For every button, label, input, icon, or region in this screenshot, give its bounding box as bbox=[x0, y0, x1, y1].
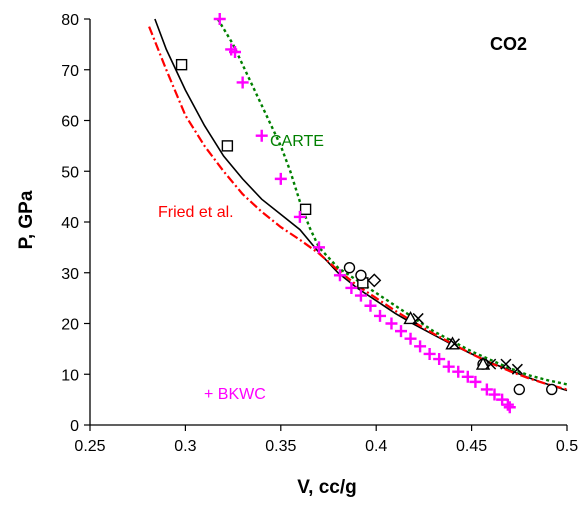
circle-marker bbox=[546, 383, 558, 396]
plus-marker bbox=[213, 13, 226, 25]
x-marker bbox=[511, 363, 523, 375]
plus-marker bbox=[354, 289, 367, 302]
plus-marker bbox=[229, 45, 242, 58]
plus-marker bbox=[255, 129, 268, 142]
plus-marker bbox=[488, 388, 501, 401]
plus-marker bbox=[395, 325, 408, 338]
circle-marker bbox=[513, 383, 525, 396]
plus-marker bbox=[423, 347, 436, 360]
y-tick-label: 80 bbox=[61, 12, 79, 29]
square-marker bbox=[299, 203, 312, 216]
y-tick-label: 0 bbox=[70, 418, 79, 435]
plus-marker bbox=[480, 383, 493, 396]
plus-marker bbox=[374, 309, 387, 322]
chart-title: CO2 bbox=[490, 34, 527, 54]
plus-marker bbox=[293, 210, 306, 223]
circle-marker bbox=[355, 269, 367, 281]
x-axis-title: V, cc/g bbox=[297, 477, 357, 498]
curve-carte bbox=[216, 18, 568, 386]
plus-marker bbox=[433, 353, 446, 366]
y-axis-title: P, GPa bbox=[16, 190, 37, 249]
x-tick-label: 0.25 bbox=[74, 438, 105, 455]
y-tick-label: 50 bbox=[61, 164, 79, 181]
circle-marker bbox=[343, 261, 356, 274]
y-tick-label: 40 bbox=[61, 215, 79, 232]
x-marker bbox=[485, 358, 497, 370]
plus-marker bbox=[461, 370, 474, 383]
y-tick-label: 70 bbox=[61, 63, 79, 80]
bkwc-label: + BKWC bbox=[204, 386, 266, 403]
x-tick-label: 0.45 bbox=[456, 438, 487, 455]
x-marker bbox=[500, 358, 512, 370]
plus-marker bbox=[404, 332, 417, 345]
x-tick-label: 0.5 bbox=[556, 438, 578, 455]
plus-marker bbox=[469, 375, 482, 388]
axes bbox=[84, 18, 568, 431]
carte-label: CARTE bbox=[270, 133, 324, 150]
triangle-marker bbox=[475, 356, 491, 370]
plus-marker bbox=[345, 281, 358, 294]
plus-marker bbox=[312, 241, 325, 254]
plus-marker bbox=[414, 340, 427, 353]
markers bbox=[175, 13, 558, 414]
x-tick-label: 0.3 bbox=[174, 438, 196, 455]
plus-marker bbox=[442, 360, 455, 373]
diamond-marker bbox=[367, 273, 382, 288]
tick-labels: 0.25 0.3 0.35 0.4 0.45 0.5 0 10 20 30 40 50 60 70 80 bbox=[61, 12, 578, 455]
plus-marker bbox=[364, 299, 377, 312]
x-marker bbox=[412, 312, 424, 324]
plus-marker bbox=[385, 317, 398, 330]
y-tick-label: 10 bbox=[61, 367, 79, 384]
plus-marker bbox=[274, 172, 287, 185]
fried-label: Fried et al. bbox=[158, 204, 234, 221]
x-marker bbox=[448, 338, 460, 350]
plus-marker bbox=[236, 76, 249, 89]
square-marker bbox=[221, 140, 234, 152]
plus-marker bbox=[501, 398, 514, 411]
plus-marker bbox=[452, 365, 465, 378]
y-tick-label: 20 bbox=[61, 317, 79, 334]
x-tick-label: 0.4 bbox=[365, 438, 387, 455]
plus-marker bbox=[503, 401, 516, 414]
curve-fried-et-al bbox=[148, 26, 568, 391]
triangle-marker bbox=[403, 310, 418, 325]
y-tick-label: 30 bbox=[61, 266, 79, 283]
y-tick-label: 60 bbox=[61, 114, 79, 131]
x-tick-label: 0.35 bbox=[265, 438, 296, 455]
square-marker bbox=[175, 58, 188, 71]
plus-marker bbox=[333, 269, 346, 282]
